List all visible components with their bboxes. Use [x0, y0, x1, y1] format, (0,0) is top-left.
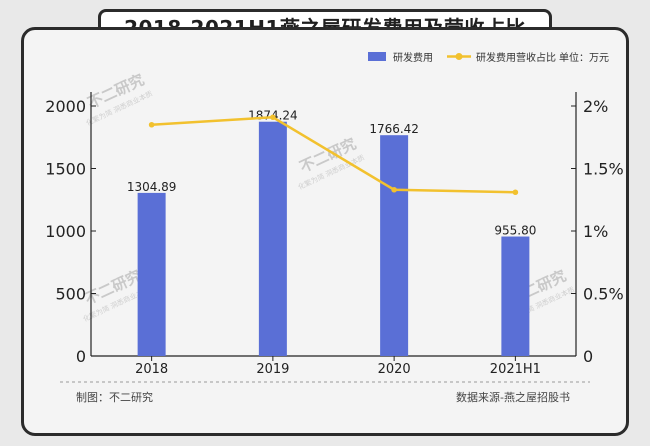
bar-value-label: 1766.42 [369, 122, 419, 136]
x-tick-label: 2021H1 [490, 362, 541, 377]
x-tick-label: 2020 [378, 362, 411, 377]
bar-2018 [137, 192, 166, 356]
ratio-line [151, 115, 516, 194]
y-right-tick-label: 1.5% [583, 160, 624, 179]
legend-line-label: 研发费用营收占比 [476, 51, 556, 64]
y-right-tick-label: 2% [583, 97, 608, 116]
unit-label: 单位：万元 [559, 51, 609, 64]
bar-2020 [380, 135, 409, 356]
bar-value-label: 955.80 [494, 224, 536, 238]
y-right-tick-label: 0 [583, 347, 593, 366]
y-left-tick-label: 0 [76, 347, 86, 366]
bar-2019 [258, 121, 287, 356]
y-left-tick-label: 1500 [45, 160, 86, 179]
footer-source: 数据来源-燕之屋招股书 [456, 391, 570, 404]
ratio-point [512, 189, 519, 196]
ratio-point [148, 121, 155, 128]
ratio-point [270, 114, 276, 121]
legend-line-marker [455, 53, 463, 60]
chart-card [21, 27, 629, 436]
legend-bar-swatch [368, 52, 386, 61]
bar-value-label: 1304.89 [127, 180, 177, 194]
y-right-tick-label: 0.5% [583, 285, 624, 304]
x-tick-label: 2019 [256, 362, 289, 377]
y-left-tick-label: 1000 [45, 222, 86, 241]
x-tick-label: 2018 [135, 362, 168, 377]
legend-bar-label: 研发费用 [393, 51, 433, 64]
y-left-tick-label: 500 [55, 285, 86, 304]
footer-credit: 制图：不二研究 [76, 391, 153, 404]
bar-2021H1 [501, 236, 530, 356]
y-left-tick-label: 2000 [45, 97, 86, 116]
y-right-tick-label: 1% [583, 222, 608, 241]
ratio-point [391, 186, 397, 193]
